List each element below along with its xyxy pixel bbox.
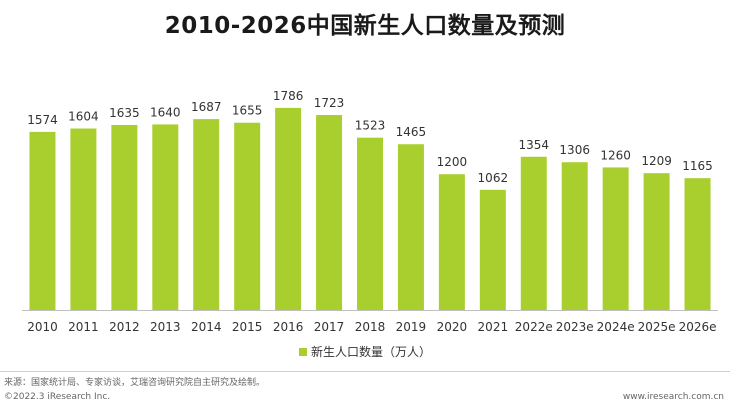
bar-2020 — [438, 174, 465, 310]
bar-2023e — [561, 162, 588, 310]
website: www.iresearch.com.cn — [622, 392, 724, 402]
x-tick-2016: 2016 — [273, 320, 304, 334]
copyright: ©2022.3 iResearch Inc. — [4, 392, 111, 402]
bar-2021 — [479, 189, 506, 310]
x-tick-2011: 2011 — [68, 320, 99, 334]
data-label-2023e: 1306 — [559, 143, 590, 157]
data-label-2019: 1465 — [396, 125, 427, 139]
bar-2015 — [234, 122, 261, 310]
x-tick-2021: 2021 — [478, 320, 509, 334]
x-tick-2024e: 2024e — [597, 320, 635, 334]
x-tick-2022e: 2022e — [515, 320, 553, 334]
data-label-2022e: 1354 — [518, 138, 549, 152]
x-tick-2015: 2015 — [232, 320, 263, 334]
x-tick-2014: 2014 — [191, 320, 222, 334]
x-tick-2017: 2017 — [314, 320, 345, 334]
bar-2019 — [397, 144, 424, 310]
bar-2013 — [152, 124, 179, 310]
legend: 新生人口数量（万人） — [0, 343, 730, 360]
bar-chart: 1574 2010 1604 2011 1635 2012 1640 2013 1687 2014… — [22, 89, 718, 334]
legend-label: 新生人口数量（万人） — [310, 345, 431, 359]
x-tick-2012: 2012 — [109, 320, 140, 334]
x-tick-2020: 2020 — [437, 320, 468, 334]
bar-2016 — [275, 107, 302, 311]
x-tick-2023e: 2023e — [556, 320, 594, 334]
bar-2010 — [29, 131, 56, 310]
x-tick-2010: 2010 — [27, 320, 58, 334]
data-label-2010: 1574 — [27, 113, 58, 127]
data-label-2015: 1655 — [232, 104, 263, 118]
bar-2022e — [520, 156, 547, 310]
data-label-2016: 1786 — [273, 89, 304, 103]
data-label-2018: 1523 — [355, 119, 386, 133]
chart-title: 2010-2026中国新生人口数量及预测 — [164, 13, 566, 39]
data-label-2014: 1687 — [191, 100, 222, 114]
bar-2025e — [643, 173, 670, 310]
bar-2018 — [357, 137, 383, 310]
bar-2014 — [193, 119, 220, 310]
footer-divider — [0, 371, 730, 372]
x-tick-2026e: 2026e — [679, 320, 717, 334]
x-tick-2025e: 2025e — [638, 320, 676, 334]
source-note: 来源：国家统计局、专家访谈，艾瑞咨询研究院自主研究及绘制。 — [4, 378, 266, 388]
bar-2011 — [70, 128, 97, 310]
data-label-2011: 1604 — [68, 109, 99, 123]
data-label-2026e: 1165 — [682, 159, 713, 173]
x-tick-2018: 2018 — [355, 320, 386, 334]
data-label-2021: 1062 — [478, 171, 509, 185]
bar-2026e — [684, 178, 711, 310]
data-label-2024e: 1260 — [600, 148, 631, 162]
data-label-2025e: 1209 — [641, 154, 672, 168]
data-label-2012: 1635 — [109, 106, 140, 120]
data-label-2020: 1200 — [437, 155, 468, 169]
data-label-2013: 1640 — [150, 105, 181, 119]
legend-swatch — [298, 347, 307, 356]
bar-2012 — [111, 124, 138, 310]
x-tick-2013: 2013 — [150, 320, 181, 334]
data-label-2017: 1723 — [314, 96, 345, 110]
bar-2017 — [316, 115, 343, 310]
x-tick-2019: 2019 — [396, 320, 427, 334]
bar-2024e — [602, 167, 629, 310]
